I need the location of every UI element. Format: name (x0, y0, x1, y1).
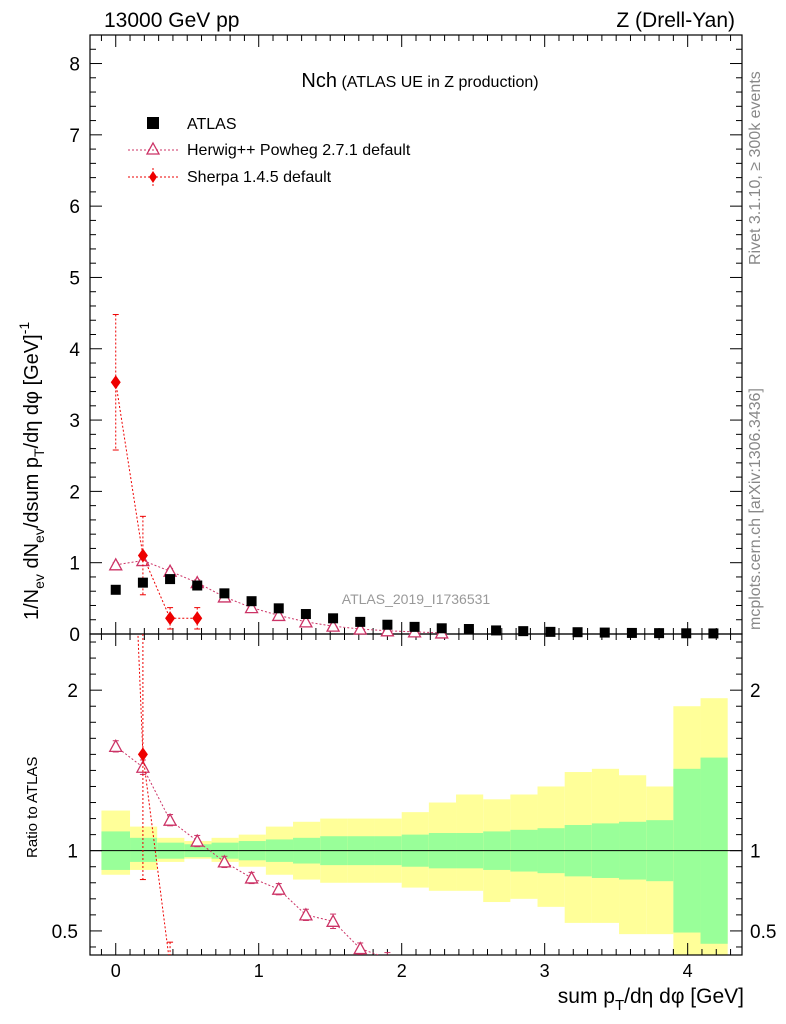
herwig-point-main (108, 557, 123, 571)
legend-herwig-label: Herwig++ Powheg 2.7.1 default (187, 142, 411, 159)
tick-labels: 0 1 2 3 4 0 1 2 3 4 5 6 7 8 0.5 0.5 1 1 2 2 (52, 55, 777, 981)
legend-atlas-label: ATLAS (187, 116, 237, 133)
herwig-point-ratio (244, 870, 259, 884)
atlas-point-main (518, 626, 529, 637)
herwig-series (108, 553, 449, 955)
x-tick-label: 4 (683, 961, 693, 981)
atlas-point-main (219, 588, 230, 599)
herwig-point-ratio (325, 913, 341, 927)
atlas-point-main (382, 619, 393, 630)
herwig-point-ratio (162, 812, 178, 826)
legend-sherpa-label: Sherpa 1.4.5 default (187, 169, 332, 186)
herwig-point-ratio (353, 941, 368, 955)
atlas-point-main (572, 627, 583, 638)
atlas-point-main (545, 626, 556, 637)
y-tick-label-ratio-right: 0.5 (750, 922, 776, 943)
atlas-point-main (436, 623, 447, 634)
y-tick-label-ratio-right: 2 (750, 681, 761, 702)
y-tick-label-main: 1 (69, 554, 80, 575)
atlas-point-main (355, 616, 366, 627)
legend-sherpa-marker (149, 171, 157, 183)
atlas-point-main (273, 603, 284, 614)
x-tick-label: 1 (254, 961, 264, 981)
herwig-point-ratio (298, 907, 313, 921)
herwig-point-main (325, 618, 341, 632)
y-tick-label-ratio: 2 (67, 681, 78, 702)
y-tick-label-main: 0 (69, 625, 80, 646)
y-tick-label-main: 7 (69, 126, 80, 147)
x-axis-label: sum pT/dη dφ [GeV] (558, 985, 744, 1014)
herwig-ratio-group (108, 738, 391, 955)
atlas-series (110, 574, 719, 639)
y-tick-label-main: 8 (69, 55, 80, 76)
legend-herwig-marker (145, 141, 161, 155)
plot-title-main: Nch (301, 70, 337, 92)
atlas-point-main (626, 627, 637, 638)
watermark: ATLAS_2019_I1736531 (342, 591, 491, 607)
ratio-bands (101, 698, 728, 955)
sherpa-point-ratio (137, 747, 148, 762)
herwig-point-ratio (108, 738, 123, 752)
y-axis-label-main: 1/Nev dNev/dsum pT/dη dφ [GeV]-1 (16, 322, 47, 620)
atlas-point-main (708, 628, 719, 639)
atlas-point-main (165, 574, 176, 585)
header-left: 13000 GeV pp (104, 9, 239, 32)
sherpa-point-main (137, 548, 148, 563)
y-axis-label-ratio: Ratio to ATLAS (24, 757, 41, 858)
herwig-point-ratio (190, 833, 205, 847)
atlas-point-main (300, 609, 311, 620)
atlas-point-main (192, 580, 203, 591)
herwig-point-main (353, 621, 368, 635)
plot-title: Nch (ATLAS UE in Z production) (301, 70, 538, 92)
atlas-point-main (681, 628, 692, 639)
atlas-point-main (137, 577, 148, 588)
atlas-point-main (463, 624, 474, 635)
x-tick-label: 3 (540, 961, 550, 981)
herwig-point-main (244, 600, 259, 614)
legend-atlas-marker (147, 117, 159, 129)
atlas-point-main (110, 584, 121, 595)
atlas-point-main (246, 596, 257, 607)
herwig-point-main (298, 614, 313, 628)
x-tick-label: 0 (111, 961, 121, 981)
sherpa-point-main (192, 611, 203, 626)
y-tick-label-ratio: 0.5 (52, 922, 78, 943)
y-tick-label-main: 2 (69, 482, 80, 503)
atlas-point-main (409, 621, 420, 632)
atlas-point-main (328, 613, 339, 624)
herwig-point-main (380, 623, 395, 637)
y-tick-label-main: 5 (69, 268, 80, 289)
sherpa-point-main (110, 375, 121, 390)
herwig-point-main (271, 608, 286, 622)
sherpa-line-main (115, 382, 198, 619)
y-tick-label-main: 6 (69, 197, 80, 218)
atlas-point-main (599, 627, 610, 638)
y-tick-label-main: 4 (69, 340, 80, 361)
y-tick-label-ratio: 1 (67, 842, 78, 863)
plot-title-sub: (ATLAS UE in Z production) (341, 74, 538, 91)
mcplots-label: mcplots.cern.ch [arXiv:1306.3436] (747, 388, 764, 630)
sherpa-point-main (165, 611, 176, 626)
rivet-label: Rivet 3.1.10, ≥ 300k events (747, 71, 764, 265)
y-tick-label-main: 3 (69, 411, 80, 432)
x-tick-label: 2 (397, 961, 407, 981)
atlas-point-main (491, 625, 502, 636)
sherpa-series (110, 314, 203, 955)
atlas-point-main (654, 628, 665, 639)
herwig-point-ratio (217, 854, 232, 868)
sherpa-line-ratio (137, 634, 170, 955)
header-right: Z (Drell-Yan) (616, 9, 735, 32)
legend: ATLAS Herwig++ Powheg 2.7.1 default Sher… (128, 116, 411, 186)
herwig-point-ratio (271, 881, 286, 895)
band-inner (130, 837, 158, 862)
y-tick-label-ratio-right: 1 (750, 842, 761, 863)
sherpa-ratio-group (137, 634, 174, 955)
